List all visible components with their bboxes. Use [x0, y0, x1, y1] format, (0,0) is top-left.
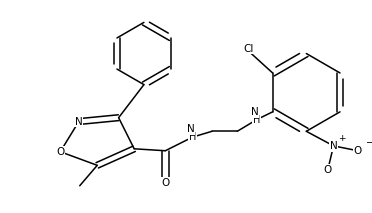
Text: N: N: [187, 124, 195, 134]
Text: +: +: [339, 134, 346, 142]
Text: O: O: [56, 147, 64, 157]
Text: −: −: [366, 138, 372, 148]
Text: O: O: [354, 146, 362, 156]
Text: O: O: [324, 165, 332, 175]
Text: N: N: [330, 141, 337, 151]
Text: N: N: [75, 117, 83, 127]
Text: H: H: [253, 115, 260, 125]
Text: H: H: [189, 132, 196, 142]
Text: Cl: Cl: [243, 44, 253, 54]
Text: O: O: [161, 178, 169, 188]
Text: N: N: [251, 107, 259, 117]
